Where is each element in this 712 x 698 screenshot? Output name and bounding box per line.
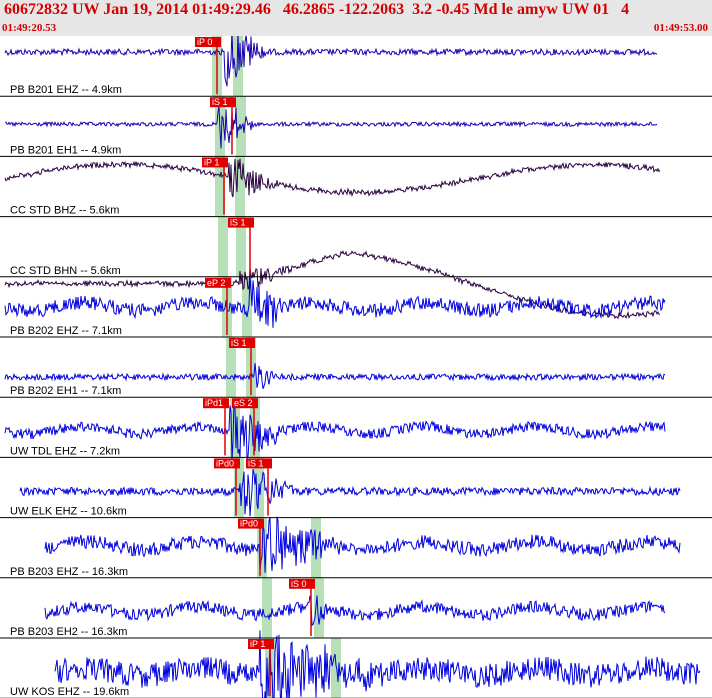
pick-window xyxy=(314,577,324,638)
station-label: PB B203 EH2 -- 16.3km xyxy=(10,626,127,638)
waveform-trace[interactable] xyxy=(4,401,666,461)
station-label: UW TDL EHZ -- 7.2km xyxy=(10,445,120,457)
phase-pick[interactable]: eP 2 xyxy=(205,277,231,335)
phase-pick[interactable]: iP 1 xyxy=(248,639,274,697)
pick-label: iS 1 xyxy=(248,458,264,468)
pick-label: iP 1 xyxy=(204,157,219,167)
pick-window xyxy=(226,337,236,398)
station-label: UW ELK EHZ -- 10.6km xyxy=(10,506,127,518)
pick-label: iP 1 xyxy=(250,639,265,649)
pick-marker[interactable] xyxy=(289,578,315,589)
phase-pick[interactable]: iPd0 xyxy=(238,518,264,576)
phase-pick[interactable]: eS 2 xyxy=(232,398,258,456)
pick-marker[interactable] xyxy=(195,37,221,47)
pick-label: iPd0 xyxy=(240,519,258,529)
pick-marker[interactable] xyxy=(246,458,272,469)
waveform-trace[interactable] xyxy=(54,630,701,698)
pick-label: eP 2 xyxy=(207,278,225,288)
phase-pick[interactable]: iPd1 xyxy=(203,398,229,456)
waveform-trace[interactable] xyxy=(4,158,661,198)
pick-window xyxy=(250,397,260,458)
phase-pick[interactable]: iS 1 xyxy=(228,217,254,275)
pick-window xyxy=(215,156,225,217)
pick-marker[interactable] xyxy=(228,217,254,228)
event-title: 60672832 UW Jan 19, 2014 01:49:29.46 46.… xyxy=(4,1,630,18)
pick-window xyxy=(331,638,341,698)
pick-window xyxy=(234,457,244,518)
station-label: PB B202 EH1 -- 7.1km xyxy=(10,385,121,397)
station-label: PB B201 EH1 -- 4.9km xyxy=(10,144,121,156)
pick-window xyxy=(218,216,228,277)
waveform-trace[interactable] xyxy=(4,36,658,87)
waveform-trace[interactable] xyxy=(4,363,666,389)
pick-marker[interactable] xyxy=(202,157,228,168)
phase-pick[interactable]: iS 1 xyxy=(229,338,255,396)
pick-marker[interactable] xyxy=(203,398,229,409)
station-label: CC STD BHZ -- 5.6km xyxy=(10,205,119,217)
pick-window xyxy=(235,156,245,217)
station-label: PB B203 EHZ -- 16.3km xyxy=(10,566,128,578)
header-bar: 60672832 UW Jan 19, 2014 01:49:29.46 46.… xyxy=(0,0,712,36)
pick-window xyxy=(262,577,272,638)
station-label: UW KOS EHZ -- 19.6km xyxy=(10,686,129,698)
waveform-trace[interactable] xyxy=(44,516,681,573)
pick-marker[interactable] xyxy=(205,277,231,288)
pick-label: eS 2 xyxy=(234,398,253,408)
phase-pick[interactable]: iS 1 xyxy=(210,97,236,155)
waveform-trace[interactable] xyxy=(19,468,681,517)
pick-label: iS 0 xyxy=(291,579,307,589)
pick-marker[interactable] xyxy=(210,97,236,108)
pick-label: iP 0 xyxy=(197,37,212,47)
end-time: 01:49:53.00 xyxy=(653,22,708,34)
pick-window xyxy=(242,276,252,337)
phase-pick[interactable]: iP 1 xyxy=(202,157,228,215)
seismogram-panel[interactable]: iP 0 iS 1 iP 1 iS 1 eP 2 iS 1 iPd1 eS 2 iPd0 iS 1… xyxy=(0,36,712,698)
phase-pick[interactable]: iPd0 xyxy=(214,458,240,516)
station-label: CC STD BHN -- 5.6km xyxy=(10,265,121,277)
waveform-trace[interactable] xyxy=(44,595,666,627)
pick-marker[interactable] xyxy=(229,338,255,348)
waveform-trace[interactable] xyxy=(4,274,666,328)
pick-label: iS 1 xyxy=(212,97,228,107)
pick-marker[interactable] xyxy=(248,639,274,649)
phase-pick[interactable]: iS 0 xyxy=(289,578,315,636)
station-label: PB B202 EHZ -- 7.1km xyxy=(10,325,122,337)
pick-label: iS 1 xyxy=(231,338,247,348)
pick-marker[interactable] xyxy=(232,398,258,409)
start-time: 01:49:20.53 xyxy=(2,22,57,34)
pick-label: iPd0 xyxy=(216,458,234,468)
pick-window xyxy=(233,36,243,97)
phase-pick[interactable]: iS 1 xyxy=(246,458,272,516)
pick-window xyxy=(236,96,246,157)
pick-label: iS 1 xyxy=(230,218,246,228)
station-label: PB B201 EHZ -- 4.9km xyxy=(10,84,122,96)
pick-marker[interactable] xyxy=(238,518,264,529)
pick-window xyxy=(236,216,246,277)
pick-label: iPd1 xyxy=(205,398,223,408)
waveform-trace[interactable] xyxy=(5,106,658,149)
phase-pick[interactable]: iP 0 xyxy=(195,37,221,95)
pick-marker[interactable] xyxy=(214,458,240,469)
